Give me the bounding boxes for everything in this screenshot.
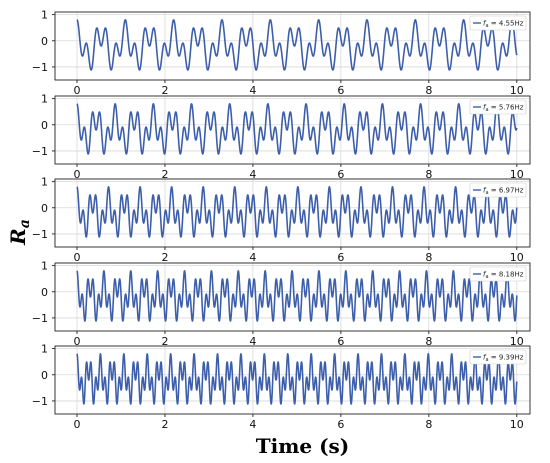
x-tick-label: 10 <box>510 168 524 181</box>
legend: fa = 5.76Hz <box>469 99 527 115</box>
legend-box <box>469 349 527 365</box>
x-tick-label: 2 <box>161 335 168 348</box>
x-tick-label: 10 <box>510 418 524 431</box>
y-axis-title: Ra <box>6 219 33 246</box>
y-axis-title-main: R <box>6 228 30 246</box>
legend-label: fa = 5.76Hz <box>483 104 524 114</box>
panel-frame <box>54 178 531 248</box>
legend-box <box>469 15 527 31</box>
x-tick-label: 10 <box>510 335 524 348</box>
y-tick-label: −1 <box>32 395 48 408</box>
x-tick-label: 6 <box>337 168 344 181</box>
y-tick-label: −1 <box>32 228 48 241</box>
legend-box <box>469 99 527 115</box>
x-tick-label: 8 <box>425 84 432 97</box>
y-tick-label: 1 <box>41 260 48 273</box>
signal-line <box>76 186 518 238</box>
x-tick-label: 6 <box>337 335 344 348</box>
legend-symbol: f <box>483 271 487 279</box>
panel-frame <box>54 95 531 165</box>
y-tick-label: 0 <box>41 35 48 48</box>
x-tick-label: 2 <box>161 418 168 431</box>
legend-label: fa = 8.18Hz <box>483 271 524 281</box>
legend-subscript: a <box>485 190 488 196</box>
x-tick-label: 4 <box>249 418 256 431</box>
y-tick-label: 0 <box>41 286 48 299</box>
x-tick-label: 0 <box>73 84 80 97</box>
signal-line <box>76 19 518 71</box>
y-tick-label: 0 <box>41 119 48 132</box>
x-tick-label: 10 <box>510 84 524 97</box>
signal-line <box>76 270 518 322</box>
y-tick-label: 1 <box>41 93 48 106</box>
x-tick-label: 0 <box>73 335 80 348</box>
legend: fa = 6.97Hz <box>469 182 527 198</box>
x-tick-label: 6 <box>337 251 344 264</box>
x-tick-label: 2 <box>161 168 168 181</box>
legend-label: fa = 6.97Hz <box>483 187 524 197</box>
y-tick-label: 0 <box>41 369 48 382</box>
panel-frame <box>54 345 531 415</box>
y-tick-label: −1 <box>32 145 48 158</box>
y-axis-title-sub: a <box>17 219 33 228</box>
x-tick-label: 0 <box>73 418 80 431</box>
x-tick-label: 4 <box>249 84 256 97</box>
signal-line <box>76 353 518 405</box>
y-tick-label: −1 <box>32 312 48 325</box>
legend-symbol: f <box>483 104 487 112</box>
legend-subscript: a <box>485 357 488 363</box>
x-tick-label: 6 <box>337 84 344 97</box>
x-tick-label: 0 <box>73 251 80 264</box>
legend-value: = 5.76Hz <box>489 104 524 112</box>
signal-line <box>76 103 518 155</box>
y-tick-label: 0 <box>41 202 48 215</box>
x-tick-label: 2 <box>161 84 168 97</box>
panel-frame <box>54 11 531 81</box>
x-tick-label: 6 <box>337 418 344 431</box>
x-tick-label: 4 <box>249 251 256 264</box>
x-tick-label: 0 <box>73 168 80 181</box>
panel-frame <box>54 262 531 332</box>
x-tick-label: 8 <box>425 251 432 264</box>
legend-subscript: a <box>485 23 488 29</box>
legend: fa = 4.55Hz <box>469 15 527 31</box>
y-tick-label: 1 <box>41 343 48 356</box>
legend-box <box>469 182 527 198</box>
legend: fa = 8.18Hz <box>469 266 527 282</box>
legend-symbol: f <box>483 20 487 28</box>
x-tick-label: 4 <box>249 335 256 348</box>
legend: fa = 9.39Hz <box>469 349 527 365</box>
x-tick-label: 4 <box>249 168 256 181</box>
legend-label: fa = 4.55Hz <box>483 20 524 30</box>
x-axis-title: Time (s) <box>256 434 350 458</box>
x-tick-label: 8 <box>425 418 432 431</box>
x-tick-label: 8 <box>425 168 432 181</box>
legend-symbol: f <box>483 187 487 195</box>
x-tick-label: 2 <box>161 251 168 264</box>
legend-subscript: a <box>485 274 488 280</box>
x-tick-label: 10 <box>510 251 524 264</box>
y-tick-label: 1 <box>41 9 48 22</box>
y-tick-label: −1 <box>32 61 48 74</box>
legend-value: = 9.39Hz <box>489 354 524 362</box>
legend-value: = 8.18Hz <box>489 271 524 279</box>
x-tick-label: 8 <box>425 335 432 348</box>
legend-box <box>469 266 527 282</box>
legend-value: = 6.97Hz <box>489 187 524 195</box>
legend-label: fa = 9.39Hz <box>483 354 524 364</box>
legend-value: = 4.55Hz <box>489 20 524 28</box>
legend-subscript: a <box>485 107 488 113</box>
legend-symbol: f <box>483 354 487 362</box>
y-tick-label: 1 <box>41 176 48 189</box>
